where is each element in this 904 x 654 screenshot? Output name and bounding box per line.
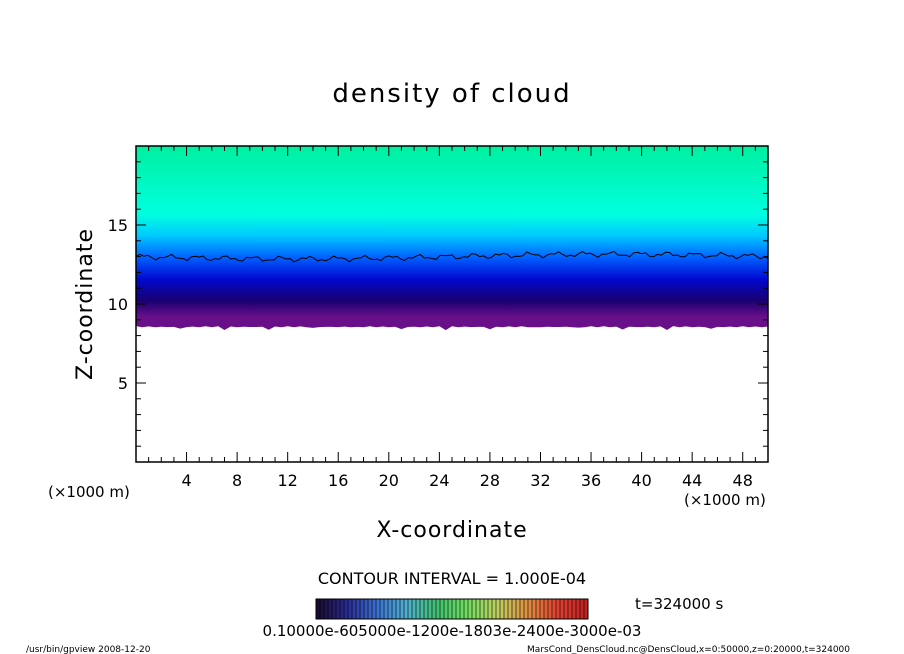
- y-axis: 5 10 15: [108, 161, 768, 447]
- x-tick-label: 32: [530, 471, 550, 490]
- x-tick-label: 28: [480, 471, 500, 490]
- x-tick-label: 12: [278, 471, 298, 490]
- x-tick-label: 4: [181, 471, 191, 490]
- plot-field: [136, 146, 768, 331]
- x-tick-label: 36: [581, 471, 601, 490]
- chart-title: density of cloud: [332, 79, 571, 109]
- contour-line: [136, 250, 768, 263]
- footer-right: MarsCond_DensCloud.nc@DensCloud,x=0:5000…: [527, 645, 850, 654]
- x-unit-label: (×1000 m): [684, 491, 766, 509]
- x-axis-label: X-coordinate: [376, 518, 527, 543]
- time-label: t=324000 s: [635, 595, 723, 613]
- y-tick-label: 5: [118, 374, 128, 393]
- y-axis-label: Z-coordinate: [73, 228, 98, 380]
- x-tick-label: 8: [232, 471, 242, 490]
- x-tick-label: 48: [733, 471, 753, 490]
- x-tick-label: 16: [328, 471, 348, 490]
- colorbar-levels: [319, 599, 585, 619]
- contour-interval-text: CONTOUR INTERVAL = 1.000E-04: [318, 569, 586, 588]
- y-tick-label: 10: [108, 295, 128, 314]
- x-tick-label: 24: [429, 471, 449, 490]
- x-tick-label: 44: [682, 471, 702, 490]
- footer-left: /usr/bin/gpview 2008-12-20: [26, 645, 151, 654]
- cloud-density-field: [136, 146, 768, 331]
- colorbar-labels: 0.10000e-605000e-1200e-1803e-2400e-3000e…: [263, 622, 642, 640]
- x-tick-label: 20: [379, 471, 399, 490]
- z-unit-label: (×1000 m): [48, 483, 130, 501]
- x-axis: 4 8 12 16 20 24 28 32 36 40 44 48: [148, 146, 756, 490]
- y-tick-label: 15: [108, 216, 128, 235]
- x-tick-label: 40: [631, 471, 651, 490]
